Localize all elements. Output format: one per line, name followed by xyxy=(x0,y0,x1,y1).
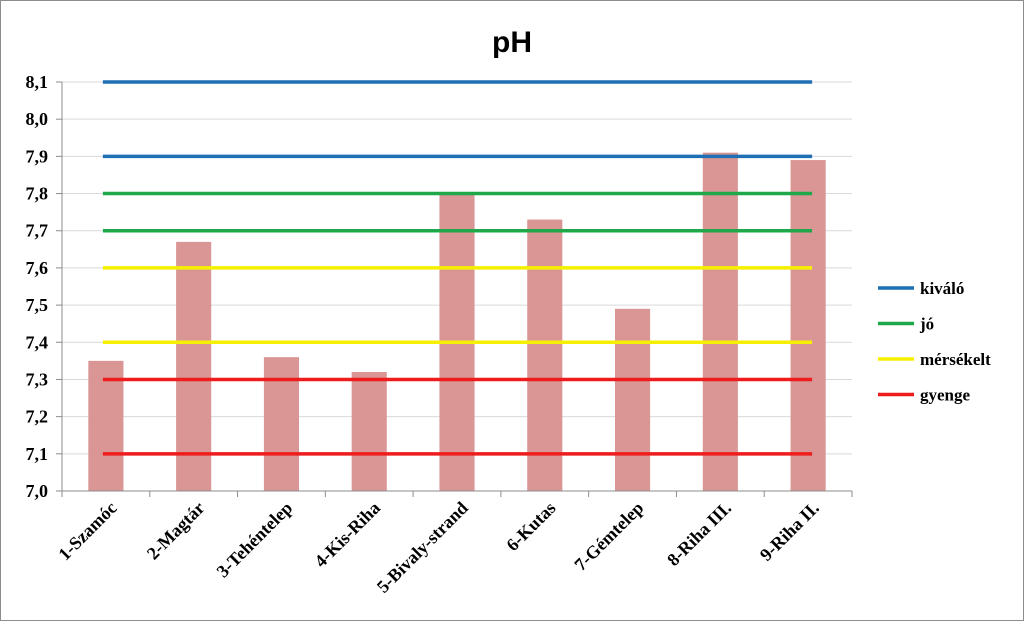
y-tick-label: 7,8 xyxy=(26,184,49,204)
x-tick-label: 3-Tehéntelep xyxy=(213,498,297,582)
x-tick-label: 6-Kutas xyxy=(502,498,559,555)
x-tick-label: 2-Magtár xyxy=(143,498,209,564)
bar xyxy=(176,241,212,491)
y-tick-label: 8,1 xyxy=(26,72,49,92)
y-tick-label: 8,0 xyxy=(26,109,49,129)
y-tick-label: 7,0 xyxy=(26,481,49,501)
y-tick-label: 7,1 xyxy=(26,444,49,464)
axes xyxy=(61,82,853,497)
legend-label: mérsékelt xyxy=(920,350,991,369)
legend-label: jó xyxy=(919,315,934,334)
bar xyxy=(790,160,826,491)
y-tick-label: 7,5 xyxy=(26,295,49,315)
bar xyxy=(702,152,738,492)
threshold-lines xyxy=(102,80,813,456)
bar xyxy=(527,219,563,491)
y-tick-label: 7,4 xyxy=(26,332,49,352)
y-tick-label: 7,7 xyxy=(26,221,49,241)
y-tick-label: 7,3 xyxy=(26,369,49,389)
legend-label: kiváló xyxy=(920,279,964,298)
x-tick-labels: 1-Szamóc 2-Magtár 3-Tehéntelep 4-Kis-Riha5-… xyxy=(54,498,823,597)
y-tick-label: 7,2 xyxy=(26,407,49,427)
legend-label: gyenge xyxy=(920,386,971,405)
x-tick-label: 4-Kis-Riha xyxy=(311,498,385,572)
y-tick-label: 7,9 xyxy=(26,146,49,166)
x-tick-label: 9-Riha II. xyxy=(756,498,823,565)
legend: kiváló jó mérsékelt gyenge xyxy=(878,279,991,405)
bar xyxy=(263,357,299,491)
bars xyxy=(88,152,826,492)
bar xyxy=(351,372,387,491)
bar xyxy=(88,360,124,491)
bar xyxy=(615,308,651,491)
x-tick-label: 7-Gémtelep xyxy=(570,498,647,575)
x-tick-label: 5-Bivaly-strand xyxy=(373,498,472,597)
y-tick-label: 7,6 xyxy=(26,258,49,278)
y-tick-labels: 7,0 7,1 7,2 7,3 7,4 7,5 7,6 7,7 7,8 7,9 8,0 8,1 xyxy=(26,72,49,501)
chart-title: pH xyxy=(492,26,532,59)
x-tick-label: 1-Szamóc xyxy=(54,498,120,564)
x-tick-label: 8-Riha III. xyxy=(663,498,735,570)
